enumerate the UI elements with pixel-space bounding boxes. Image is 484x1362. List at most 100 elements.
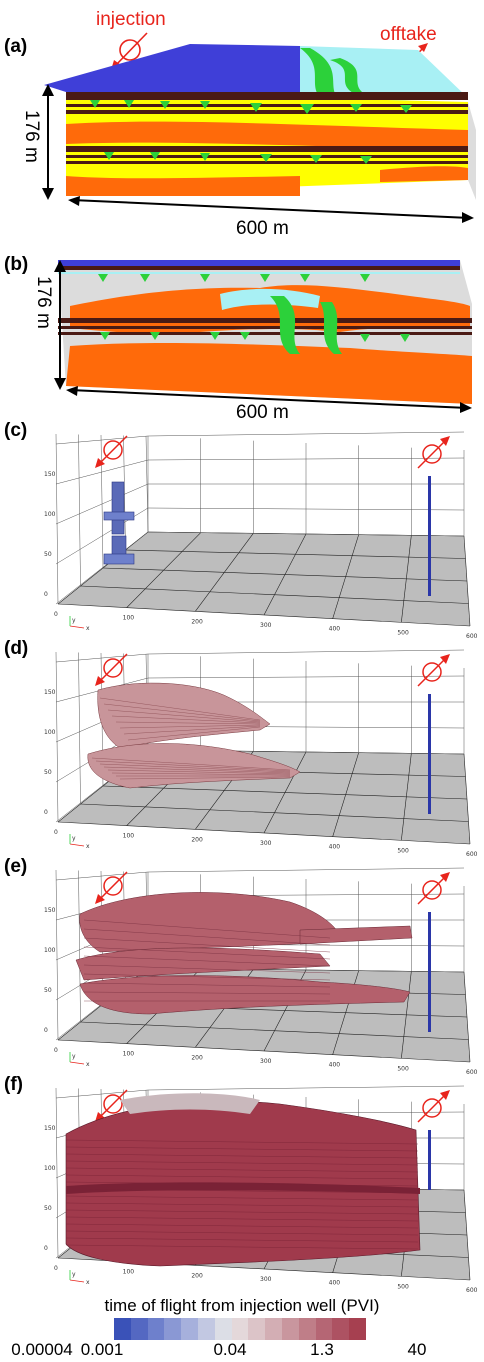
offtake-label: offtake xyxy=(380,24,437,45)
x-tick-label: 200 xyxy=(191,618,203,625)
panel-a: (a) injection offtake xyxy=(0,0,484,239)
panel-label-a: (a) xyxy=(4,36,28,57)
x-tick-label: 0 xyxy=(54,829,58,836)
colorbar-swatch xyxy=(332,1318,350,1340)
offtake-well-icon xyxy=(417,654,450,687)
panel-a-figure: injection offtake xyxy=(21,9,476,239)
x-tick-label: 100 xyxy=(123,1051,135,1058)
panel-e: (e) 0 50 100 150 0 100 200 300 400 500 600 y x xyxy=(0,856,484,1076)
panel-label-f: (f) xyxy=(4,1074,23,1095)
colorbar-ticks: 0.00004 0.001 0.04 1.3 40 xyxy=(0,1340,484,1362)
colorbar-legend: time of flight from injection well (PVI)… xyxy=(0,1296,484,1362)
z-tick-label: 0 xyxy=(44,1245,48,1252)
colorbar-swatch xyxy=(281,1318,299,1340)
panel-label-d: (d) xyxy=(4,638,29,659)
colorbar-tick-label: 1.3 xyxy=(310,1340,334,1359)
z-tick-label: 150 xyxy=(44,1125,56,1132)
x-tick-label: 300 xyxy=(260,1276,272,1283)
z-tick-label: 100 xyxy=(44,729,56,736)
z-tick-label: 150 xyxy=(44,689,56,696)
z-tick-label: 50 xyxy=(44,987,52,994)
colorbar-tick-label: 40 xyxy=(407,1340,427,1359)
z-tick-label: 50 xyxy=(44,1205,52,1212)
colorbar-swatch xyxy=(181,1318,198,1340)
x-tick-label: 300 xyxy=(260,622,272,629)
x-tick-label: 100 xyxy=(123,615,135,622)
axis-y-label: y xyxy=(72,835,76,842)
injection-well-icon xyxy=(95,653,128,686)
x-tick-label: 500 xyxy=(397,1065,409,1072)
z-tick-label: 150 xyxy=(44,907,56,914)
injection-well-icon xyxy=(95,871,128,904)
x-tick-label: 600 xyxy=(466,851,478,858)
colorbar-swatch xyxy=(349,1318,366,1340)
x-tick-label: 200 xyxy=(191,1054,203,1061)
z-tick-label: 0 xyxy=(44,591,48,598)
colorbar-tick-label: 0.001 xyxy=(80,1340,124,1359)
injection-well-icon xyxy=(95,435,128,468)
x-tick-label: 600 xyxy=(466,633,478,640)
panel-d-figure: 0 50 100 150 0 100 200 300 400 500 600 y x xyxy=(44,649,478,858)
panel-f-figure: 0 50 100 150 0 100 200 300 400 500 600 y x xyxy=(44,1085,478,1294)
x-tick-label: 400 xyxy=(329,1280,341,1287)
panel-e-figure: 0 50 100 150 0 100 200 300 400 500 600 y x xyxy=(44,867,478,1076)
colorbar-swatch xyxy=(214,1318,232,1340)
width-dim-a: 600 m xyxy=(236,218,289,239)
x-tick-label: 300 xyxy=(260,1058,272,1065)
x-tick-label: 400 xyxy=(329,626,341,633)
tof-isosurface xyxy=(87,682,301,789)
colorbar-swatch xyxy=(231,1318,249,1340)
tof-isosurface xyxy=(75,892,413,1015)
colorbar-swatch xyxy=(315,1318,333,1340)
x-tick-label: 400 xyxy=(329,844,341,851)
panel-c: (c) 0 50 100 150 0 100 200 300 400 500 600 y x xyxy=(0,420,484,640)
z-tick-label: 50 xyxy=(44,769,52,776)
panel-b-figure: 176 m 600 m xyxy=(33,260,472,423)
offtake-well-icon xyxy=(417,872,450,905)
height-dim-b: 176 m xyxy=(33,276,54,329)
axis-x-label: x xyxy=(86,1279,90,1286)
x-tick-label: 100 xyxy=(123,1269,135,1276)
x-tick-label: 500 xyxy=(397,629,409,636)
colorbar-swatch xyxy=(265,1318,282,1340)
axis-y-label: y xyxy=(72,617,76,624)
colorbar-swatch xyxy=(147,1318,165,1340)
colorbar-tick-label: 0.00004 xyxy=(11,1340,73,1359)
panel-label-b: (b) xyxy=(4,254,29,275)
tof-isosurface xyxy=(103,481,135,565)
panel-b: (b) 176 m 600 m xyxy=(0,236,484,423)
colorbar-swatch xyxy=(248,1318,266,1340)
offtake-well-icon xyxy=(417,436,450,469)
z-tick-label: 150 xyxy=(44,471,56,478)
x-tick-label: 100 xyxy=(123,833,135,840)
width-dim-b: 600 m xyxy=(236,402,289,423)
grid-box xyxy=(55,431,471,627)
panel-c-figure: 0 50 100 150 0 100 200 300 400 500 600 y x xyxy=(44,431,478,640)
height-dim-a: 176 m xyxy=(21,110,42,163)
x-tick-label: 500 xyxy=(397,847,409,854)
x-tick-label: 0 xyxy=(54,1047,58,1054)
x-tick-label: 200 xyxy=(191,836,203,843)
z-tick-label: 50 xyxy=(44,551,52,558)
colorbar-swatch xyxy=(114,1318,131,1340)
z-tick-label: 100 xyxy=(44,511,56,518)
axis-y-label: y xyxy=(72,1271,76,1278)
axis-x-label: x xyxy=(86,843,90,850)
z-tick-label: 100 xyxy=(44,947,56,954)
x-tick-label: 600 xyxy=(466,1069,478,1076)
injection-well-icon xyxy=(95,1089,128,1122)
colorbar-swatch xyxy=(298,1318,316,1340)
injection-label: injection xyxy=(96,9,166,30)
axis-x-label: x xyxy=(86,1061,90,1068)
panel-label-c: (c) xyxy=(4,420,28,441)
colorbar-title: time of flight from injection well (PVI) xyxy=(104,1296,380,1315)
x-tick-label: 600 xyxy=(466,1287,478,1294)
panel-d: (d) 0 50 100 150 0 100 200 300 400 500 600 y x xyxy=(0,638,484,858)
x-tick-label: 400 xyxy=(329,1062,341,1069)
colorbar xyxy=(114,1318,366,1340)
x-tick-label: 200 xyxy=(191,1272,203,1279)
x-tick-label: 0 xyxy=(54,1265,58,1272)
axis-x-label: x xyxy=(86,625,90,632)
x-tick-label: 500 xyxy=(397,1283,409,1290)
colorbar-tick-label: 0.04 xyxy=(213,1340,247,1359)
